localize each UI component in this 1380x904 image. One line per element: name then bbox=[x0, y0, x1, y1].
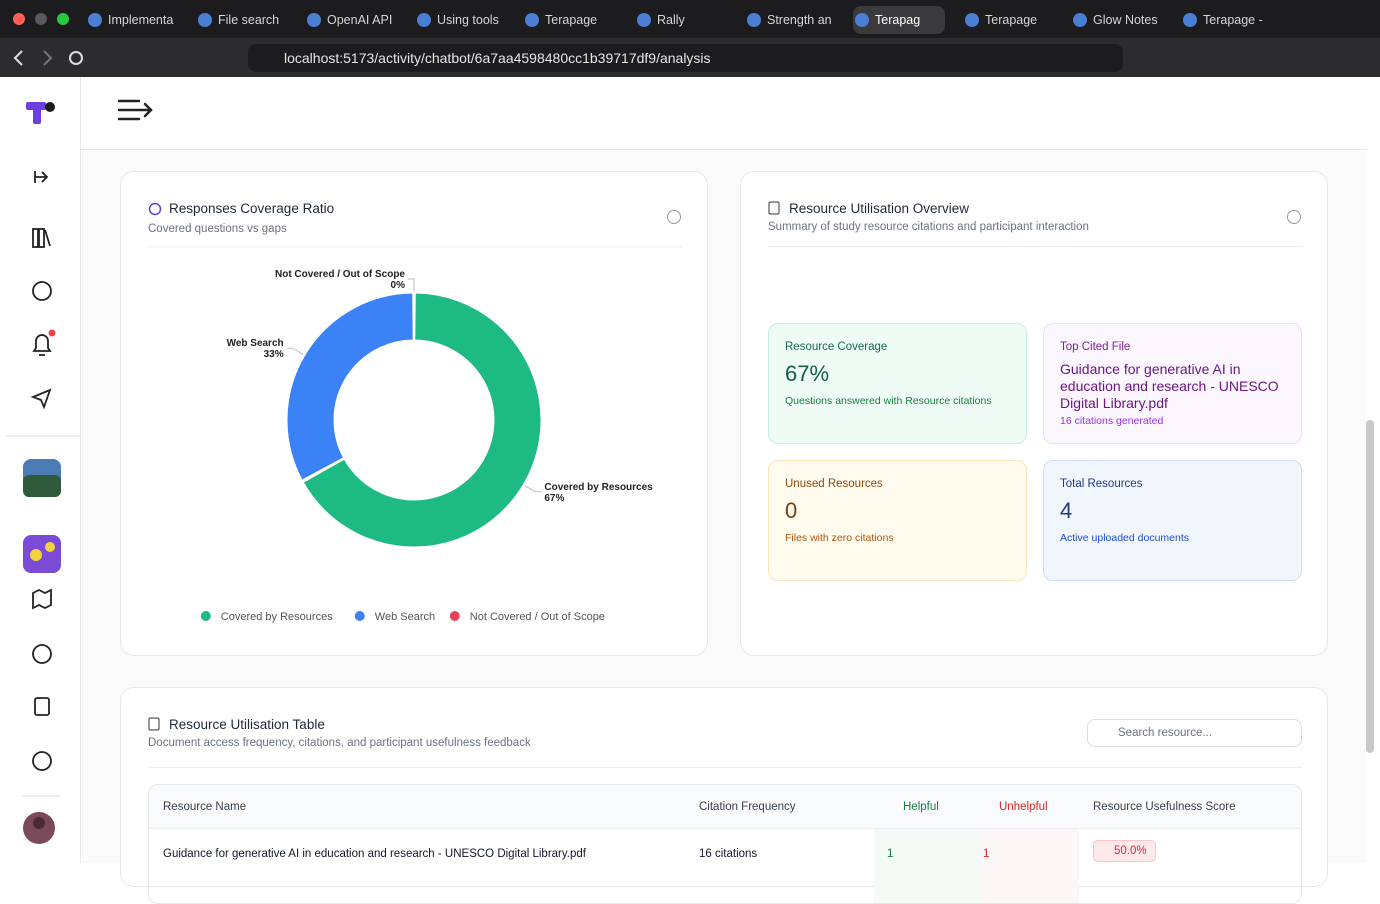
legend-label: Web Search bbox=[375, 611, 435, 623]
browser-tab[interactable]: Terapage bbox=[523, 6, 627, 34]
legend-label: Not Covered / Out of Scope bbox=[470, 611, 605, 623]
browser-tab[interactable]: Using tools bbox=[415, 6, 519, 34]
stat-note: Files with zero citations bbox=[785, 532, 894, 544]
tab-icon bbox=[198, 13, 212, 27]
header bbox=[81, 77, 1366, 150]
table-cell: 1 bbox=[887, 848, 894, 860]
browser-tab[interactable]: Terapage bbox=[963, 6, 1067, 34]
slice-value: 0% bbox=[391, 280, 406, 291]
tab-icon bbox=[307, 13, 321, 27]
stat-card: Unused Resources 0 Files with zero citatio… bbox=[768, 460, 1027, 581]
pie-slice bbox=[286, 292, 414, 481]
slice-label: Not Covered / Out of Scope bbox=[275, 269, 405, 280]
coverage-card: Responses Coverage Ratio Covered questio… bbox=[120, 171, 708, 656]
divider bbox=[768, 246, 1303, 247]
doc-icon bbox=[768, 201, 780, 215]
tab-bar: Implementa File search OpenAI API Using too… bbox=[0, 0, 1380, 38]
slice-label: Web Search bbox=[227, 338, 284, 349]
nav-buttons[interactable] bbox=[10, 48, 90, 68]
chart-title: Responses Coverage Ratio bbox=[169, 201, 334, 216]
tab-icon bbox=[747, 13, 761, 27]
table-title: Resource Utilisation Table bbox=[169, 717, 325, 732]
stat-label: Top Cited File bbox=[1060, 341, 1131, 353]
table-cell: 16 citations bbox=[699, 848, 758, 860]
sidebar-icons bbox=[5, 102, 80, 844]
tab-icon bbox=[1073, 13, 1087, 27]
stat-value: Guidance for generative AI in education … bbox=[1060, 361, 1279, 411]
stat-label: Resource Coverage bbox=[785, 341, 888, 353]
legend-swatch bbox=[200, 611, 211, 621]
pie-slice bbox=[302, 292, 542, 548]
slice-label: Covered by Resources bbox=[544, 482, 653, 493]
table-card: Resource Utilisation Table Document acce… bbox=[120, 687, 1328, 904]
unhelpful-column-bg bbox=[979, 829, 1079, 903]
browser-tab[interactable]: Rally bbox=[635, 6, 739, 34]
stat-value: 4 bbox=[1060, 498, 1073, 523]
tab-icon bbox=[417, 13, 431, 27]
browser-tab[interactable]: Implementa bbox=[86, 6, 190, 34]
stat-note: Active uploaded documents bbox=[1060, 532, 1189, 544]
stat-label: Unused Resources bbox=[785, 478, 883, 490]
legend-swatch bbox=[449, 611, 460, 621]
stat-value: 67% bbox=[785, 361, 830, 386]
slice-value: 33% bbox=[264, 349, 284, 360]
browser-tab[interactable]: File search bbox=[196, 6, 300, 34]
legend-swatch bbox=[354, 611, 365, 621]
tab-icon bbox=[88, 13, 102, 27]
stat-label: Total Resources bbox=[1060, 478, 1143, 490]
menu-toggle[interactable] bbox=[118, 97, 154, 127]
legend-label: Covered by Resources bbox=[221, 611, 333, 623]
overview-title: Resource Utilisation Overview bbox=[789, 201, 970, 216]
column-header[interactable]: Citation Frequency bbox=[699, 801, 796, 813]
scrollbar[interactable] bbox=[1366, 420, 1374, 753]
window-controls bbox=[13, 13, 69, 25]
stat-value: 0 bbox=[785, 498, 798, 523]
column-header: Resource Name bbox=[163, 801, 247, 813]
stat-card: Resource Coverage 67% Questions answered w… bbox=[768, 323, 1027, 444]
column-header: Resource Usefulness Score bbox=[1093, 801, 1236, 813]
browser-tab[interactable]: Glow Notes bbox=[1071, 6, 1175, 34]
browser-tab[interactable]: Terapage - bbox=[1181, 6, 1285, 34]
table: Resource Name Citation Frequency Helpful Un… bbox=[148, 784, 1302, 904]
url-bar[interactable]: localhost:5173/activity/chatbot/6a7aa459… bbox=[248, 44, 1123, 72]
overview-card: Resource Utilisation Overview Summary of… bbox=[740, 171, 1328, 656]
pie-chart: Responses Coverage Ratio Covered questio… bbox=[148, 201, 682, 623]
divider bbox=[148, 767, 1302, 768]
table-header bbox=[149, 785, 1301, 829]
sidebar bbox=[0, 77, 81, 863]
column-header: Helpful bbox=[903, 801, 939, 813]
tab-icon bbox=[965, 13, 979, 27]
table-subtitle: Document access frequency, citations, an… bbox=[148, 737, 531, 749]
search-input[interactable]: Search resource... bbox=[1087, 719, 1302, 747]
leader-line bbox=[286, 347, 304, 355]
browser-tab[interactable]: Strength an bbox=[745, 6, 849, 34]
stat-card: Total Resources 4 Active uploaded document… bbox=[1043, 460, 1302, 581]
tab-icon bbox=[1183, 13, 1197, 27]
stat-note: Questions answered with Resource citatio… bbox=[785, 395, 992, 407]
chart-subtitle: Covered questions vs gaps bbox=[148, 223, 287, 235]
stat-note: 16 citations generated bbox=[1060, 415, 1164, 427]
table-cell: 1 bbox=[983, 848, 990, 860]
browser-tab[interactable]: OpenAI API bbox=[305, 6, 409, 34]
info-icon[interactable] bbox=[1286, 209, 1302, 225]
leader-line bbox=[408, 278, 415, 291]
leader-line bbox=[524, 485, 542, 493]
tab-icon bbox=[525, 13, 539, 27]
content: Responses Coverage Ratio Covered questio… bbox=[82, 151, 1366, 904]
tab-icon bbox=[855, 13, 869, 27]
overview-subtitle: Summary of study resource citations and … bbox=[768, 221, 1089, 233]
column-header: Unhelpful bbox=[999, 801, 1048, 813]
table-icon bbox=[148, 717, 160, 731]
score-badge: 50.0% bbox=[1093, 840, 1156, 862]
browser-tab[interactable]: Terapag bbox=[853, 6, 945, 34]
table-cell: Guidance for generative AI in education … bbox=[163, 848, 586, 860]
stat-card: Top Cited File Guidance for generative AI… bbox=[1043, 323, 1302, 444]
tab-icon bbox=[637, 13, 651, 27]
slice-value: 67% bbox=[544, 493, 564, 504]
